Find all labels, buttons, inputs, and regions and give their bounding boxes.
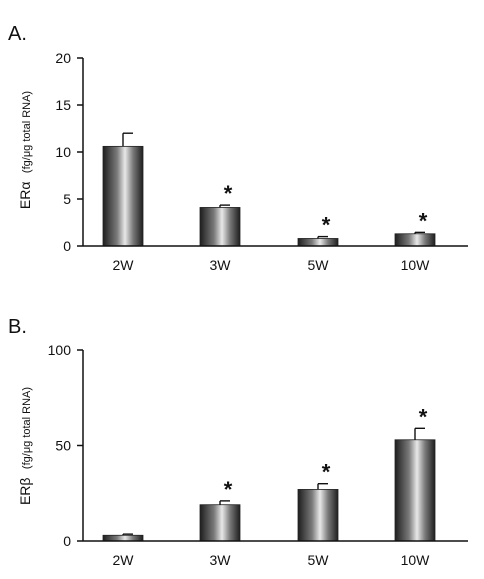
panel-b-bar-5W [297,489,339,542]
panel-b: B. ERβ (fg/μg total RNA) 0 50 100 * * * 2W 3W… [8,316,468,568]
panel-b-significance-marker: * [322,460,331,485]
panel-b-bars: * * * [102,404,436,542]
panel-a-x-tick-label: 5W [308,257,330,273]
panel-b-y-tick-label: 100 [48,342,72,358]
panel-a-significance-marker: * [322,213,331,238]
panel-b-y-axis-label: ERβ [17,478,33,506]
panel-b-x-tick-labels: 2W 3W 5W 10W [113,552,431,568]
panel-b-significance-marker: * [224,477,233,502]
svg-text:ERβ (fg/μg total RNA): ERβ (fg/μg total RNA) [17,387,34,505]
panel-b-significance-marker: * [419,404,428,429]
panel-b-x-tick-label: 2W [113,552,135,568]
panel-b-bar-10W [394,439,436,542]
panel-a-bar-3W [199,207,241,247]
panel-b-x-tick-label: 10W [401,552,431,568]
panel-a-y-tick-label: 20 [55,50,71,66]
panel-a-y-axis-unit: (fg/μg total RNA) [21,91,33,173]
panel-a-bars: * * * [102,132,436,247]
panel-b-y-tick-label: 0 [63,533,71,549]
panel-a-significance-marker: * [419,208,428,233]
panel-b-label: B. [8,316,27,338]
svg-text:ERα (fg/μg total RNA): ERα (fg/μg total RNA) [17,91,34,209]
panel-a-bar-10W [394,233,436,247]
panel-a-y-ticks: 0 5 10 15 20 [55,50,83,254]
panel-a-label: A. [8,23,27,45]
panel-a-x-tick-labels: 2W 3W 5W 10W [113,257,431,273]
panel-a-bar-5W [297,238,339,247]
panel-a-y-axis-label: ERα [17,182,33,210]
panel-a-x-tick-label: 2W [113,257,135,273]
panel-b-x-tick-label: 5W [308,552,330,568]
panel-b-x-tick-label: 3W [210,552,232,568]
panel-a-significance-marker: * [224,181,233,206]
panel-a-x-tick-label: 3W [210,257,232,273]
panel-a-bar-2W [102,145,144,247]
panel-a-y-tick-label: 10 [55,144,71,160]
panel-a-y-axis-title: ERα (fg/μg total RNA) [17,91,34,209]
panel-a: A. ERα (fg/μg total RNA) 0 5 10 15 20 * * * 2W… [8,23,468,273]
panel-a-y-tick-label: 0 [63,238,71,254]
panel-b-bar-3W [199,504,241,542]
panel-b-y-ticks: 0 50 100 [48,342,83,549]
panel-a-x-tick-label: 10W [401,257,431,273]
panel-b-y-axis-unit: (fg/μg total RNA) [21,387,33,469]
panel-a-y-tick-label: 5 [63,191,71,207]
panel-b-y-axis-title: ERβ (fg/μg total RNA) [17,387,34,505]
panel-b-bar-2W [102,534,144,542]
panel-b-y-tick-label: 50 [55,438,71,454]
panel-a-y-tick-label: 15 [55,97,71,113]
